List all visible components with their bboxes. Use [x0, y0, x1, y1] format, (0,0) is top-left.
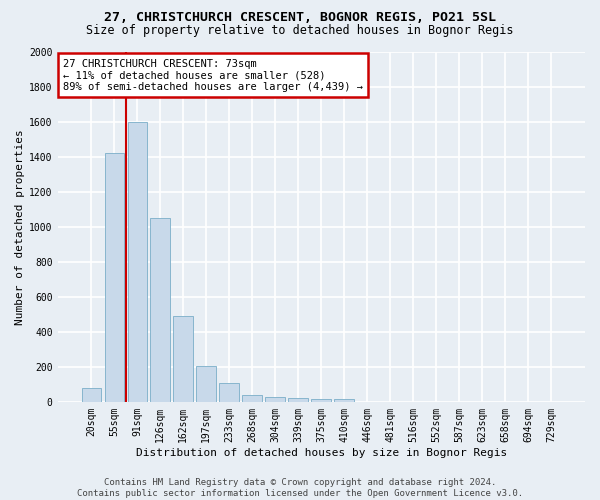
Bar [151, 218, 170, 402]
Bar [128, 122, 147, 402]
X-axis label: Distribution of detached houses by size in Bognor Regis: Distribution of detached houses by size … [136, 448, 507, 458]
Bar [173, 316, 193, 402]
Bar [196, 366, 216, 402]
Y-axis label: Number of detached properties: Number of detached properties [15, 129, 25, 324]
Text: Contains HM Land Registry data © Crown copyright and database right 2024.
Contai: Contains HM Land Registry data © Crown c… [77, 478, 523, 498]
Text: 27 CHRISTCHURCH CRESCENT: 73sqm
← 11% of detached houses are smaller (528)
89% o: 27 CHRISTCHURCH CRESCENT: 73sqm ← 11% of… [63, 58, 363, 92]
Bar [289, 398, 308, 402]
Text: 27, CHRISTCHURCH CRESCENT, BOGNOR REGIS, PO21 5SL: 27, CHRISTCHURCH CRESCENT, BOGNOR REGIS,… [104, 11, 496, 24]
Text: Size of property relative to detached houses in Bognor Regis: Size of property relative to detached ho… [86, 24, 514, 37]
Bar [220, 384, 239, 402]
Bar [334, 399, 354, 402]
Bar [242, 395, 262, 402]
Bar [311, 398, 331, 402]
Bar [104, 153, 124, 402]
Bar [82, 388, 101, 402]
Bar [265, 396, 285, 402]
